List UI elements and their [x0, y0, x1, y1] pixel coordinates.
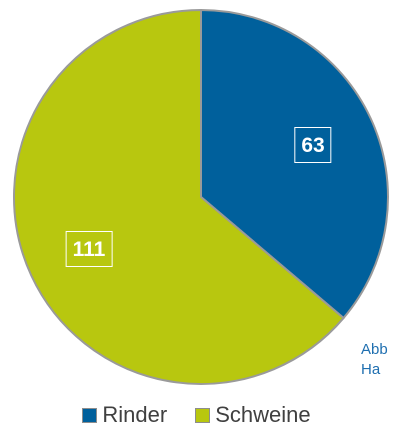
pie-slice-schweine: [13, 9, 345, 385]
pie-slice-rinder: [200, 9, 389, 320]
data-label-schweine: 111: [65, 230, 113, 267]
legend-label-schweine: Schweine: [215, 402, 311, 427]
legend: Rinder Schweine: [0, 399, 393, 431]
legend-item-schweine: Schweine: [195, 402, 311, 428]
side-note-line-1: Abb: [361, 341, 388, 358]
data-label-rinder: 63: [294, 127, 332, 164]
side-note: Abb Ha: [361, 340, 388, 380]
legend-swatch-rinder: [82, 407, 98, 423]
legend-swatch-schweine: [195, 407, 211, 423]
pie-slices: [13, 9, 389, 385]
legend-item-rinder: Rinder: [82, 402, 167, 428]
legend-label-rinder: Rinder: [102, 402, 168, 427]
side-note-line-2: Ha: [361, 361, 381, 378]
